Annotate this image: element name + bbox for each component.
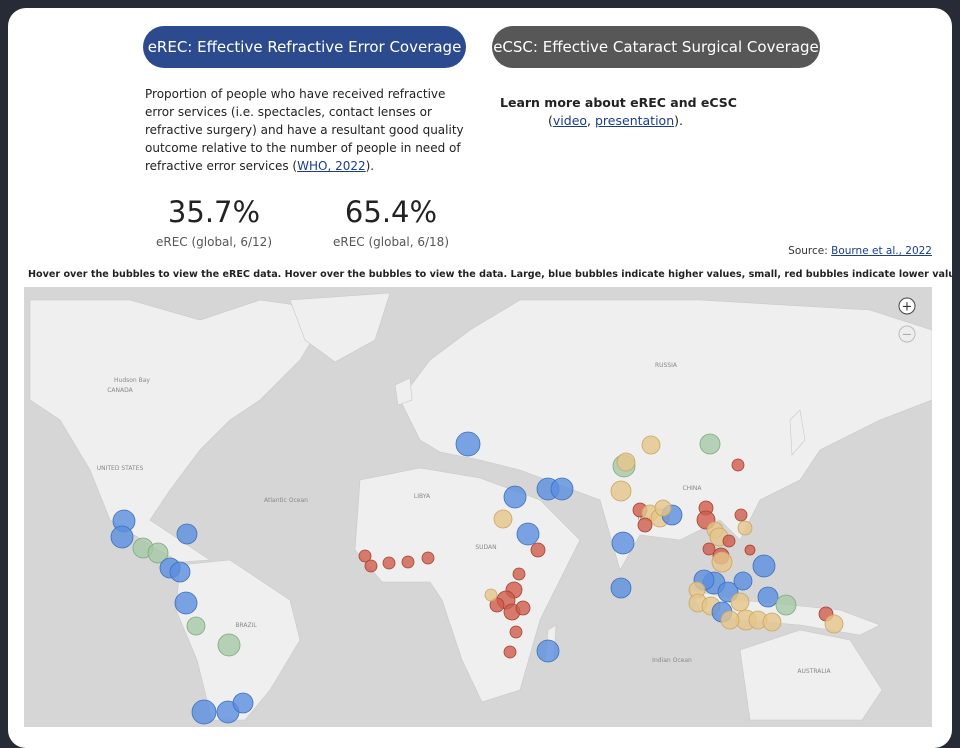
bubble [176, 523, 198, 545]
source-link[interactable]: Bourne et al., 2022 [831, 245, 932, 257]
bubble [512, 567, 526, 581]
bubble [730, 592, 750, 612]
bubble [421, 551, 435, 565]
bubble [515, 600, 531, 616]
bubble [536, 639, 560, 663]
bubble [610, 480, 632, 502]
kpi-label: eREC (global, 6/12) [155, 235, 273, 249]
bubble [110, 525, 134, 549]
greenland [289, 292, 391, 363]
zoom-in-label[interactable]: + [902, 300, 913, 315]
map-label: BRAZIL [235, 622, 257, 629]
bubble [493, 509, 513, 529]
bubble [401, 555, 415, 569]
bubble [722, 534, 736, 548]
kpi-value: 35.7% [167, 195, 261, 229]
bubble [611, 531, 635, 555]
bubble [737, 520, 753, 536]
instruction: Hover over the bubbles to view the eREC … [28, 269, 952, 280]
source: Source: Bourne et al., 2022 [788, 245, 932, 257]
description-text: Proportion of people who have received r… [145, 87, 464, 173]
map-label: RUSSIA [655, 362, 678, 369]
card: eREC: Effective Refractive Error Coverag… [8, 8, 952, 748]
bubble [503, 645, 517, 659]
sep: , [587, 113, 595, 128]
bubble [744, 544, 756, 556]
map-label: CANADA [107, 387, 133, 394]
presentation-link[interactable]: presentation [595, 113, 675, 128]
bubble [731, 458, 745, 472]
bubble [364, 559, 378, 573]
paren: ( [548, 113, 553, 128]
map-label: UNITED STATES [97, 465, 144, 472]
bubble [824, 614, 844, 634]
bubble [503, 485, 527, 509]
bubble [232, 692, 254, 714]
kpi-value: 65.4% [344, 195, 438, 229]
description-end: ). [365, 159, 375, 173]
japan [789, 409, 806, 456]
bubble [702, 542, 716, 556]
bubble [654, 499, 672, 517]
kpi-label: eREC (global, 6/18) [332, 235, 450, 249]
bubble [637, 517, 653, 533]
map-label: Atlantic Ocean [264, 497, 308, 504]
bubble [733, 571, 753, 591]
video-link[interactable]: video [552, 113, 588, 128]
bubble [455, 431, 481, 457]
bubble [752, 554, 776, 578]
map-label: CHINA [682, 485, 702, 492]
bubble [550, 477, 574, 501]
zoom-out[interactable]: − [898, 325, 916, 343]
bubble [358, 549, 372, 563]
bubble [191, 699, 217, 725]
map-label: SUDAN [475, 544, 496, 551]
north-america [29, 299, 331, 563]
source-prefix: Source: [788, 245, 832, 257]
uk [394, 377, 413, 406]
zoom-in[interactable]: + [898, 297, 916, 315]
map-label: LIBYA [414, 493, 431, 500]
bubble [616, 452, 636, 472]
zoom-out-label[interactable]: − [902, 328, 913, 343]
bubble [217, 633, 241, 657]
tab-ecsc[interactable]: eCSC: Effective Cataract Surgical Covera… [492, 26, 820, 68]
bubble [186, 616, 206, 636]
bubble [757, 586, 779, 608]
bubble [509, 625, 523, 639]
bubble [775, 594, 797, 616]
learn-more-heading: Learn more about eREC and eCSC [500, 95, 737, 110]
bubble [484, 588, 498, 602]
bubble [699, 433, 721, 455]
bubble [711, 551, 733, 573]
bubble [734, 508, 748, 522]
bubble [169, 561, 191, 583]
map-label: Indian Ocean [652, 657, 692, 664]
bubble [382, 556, 396, 570]
bubble [610, 577, 632, 599]
bubble [489, 597, 505, 613]
bubble [147, 542, 169, 564]
description: Proportion of people who have received r… [145, 85, 465, 175]
bubble [762, 612, 782, 632]
paren: ). [674, 113, 683, 128]
eurasia [399, 299, 932, 571]
learn-more-links: (video, presentation). [548, 113, 683, 128]
bubble [641, 435, 661, 455]
bubble [174, 591, 198, 615]
bubble [720, 610, 740, 630]
map-label: AUSTRALIA [797, 668, 831, 675]
map-label: Hudson Bay [114, 377, 150, 384]
page: eREC: Effective Refractive Error Coverag… [8, 8, 952, 748]
map: CANADA UNITED STATES Hudson Bay Atlantic Oc… [24, 287, 932, 727]
bubble [516, 522, 540, 546]
tab-erec[interactable]: eREC: Effective Refractive Error Coverag… [143, 26, 466, 68]
bubble [530, 542, 546, 558]
who-link[interactable]: WHO, 2022 [297, 159, 366, 173]
